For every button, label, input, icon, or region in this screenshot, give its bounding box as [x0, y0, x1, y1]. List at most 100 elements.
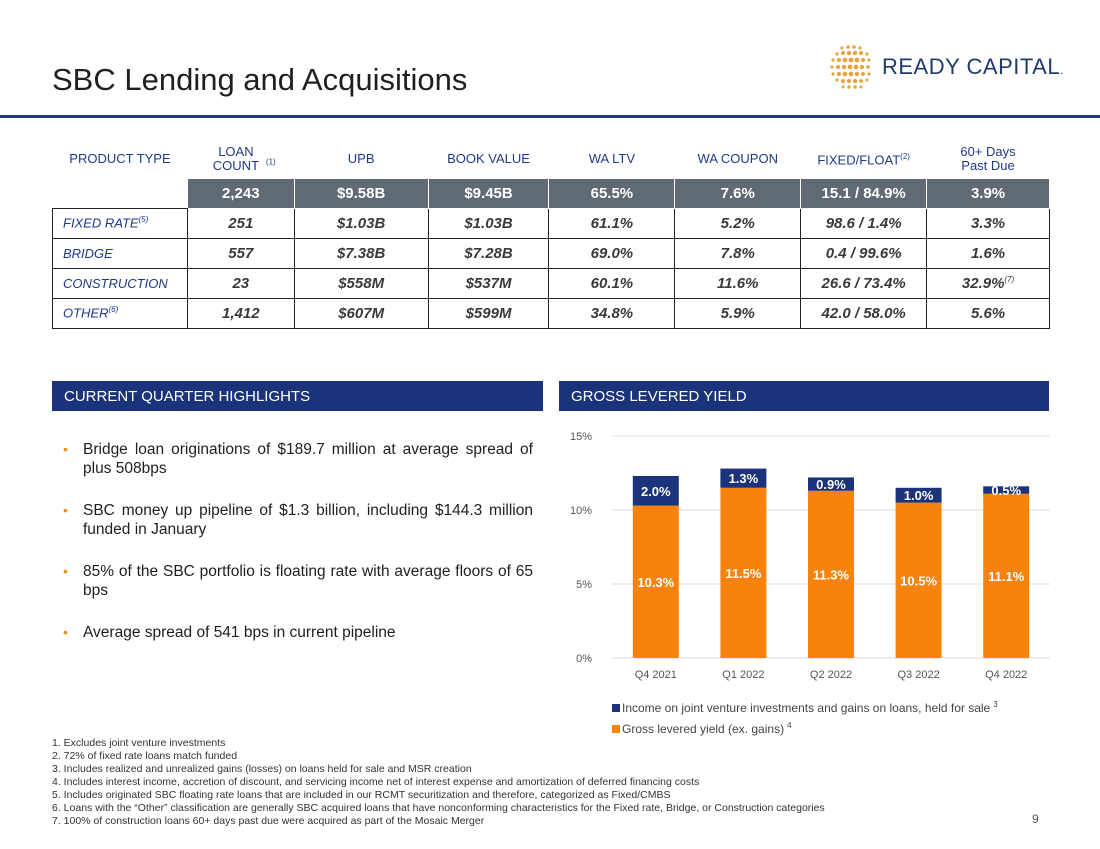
- x-tick-label: Q4 2022: [985, 669, 1027, 681]
- legend-swatch: [612, 703, 620, 712]
- table-cell: 5.6%: [926, 297, 1050, 329]
- row-label: OTHER(6): [52, 297, 188, 329]
- summary-cell: 7.6%: [674, 177, 802, 209]
- legend-swatch: [612, 724, 620, 733]
- col-loan-count: LOAN COUNT (1): [212, 143, 276, 173]
- table-cell: $7.38B: [293, 237, 429, 269]
- chart-heading: GROSS LEVERED YIELD: [559, 381, 1049, 411]
- data-label: 0.9%: [816, 477, 846, 492]
- bar-gross-yield: [632, 505, 679, 658]
- table-cell: $607M: [293, 297, 429, 329]
- table-header-row: PRODUCT TYPE LOAN COUNT (1) UPB BOOK VALU…: [53, 140, 1050, 178]
- table-cell: 34.8%: [548, 297, 676, 329]
- footnote: 6. Loans with the “Other” classification…: [52, 802, 825, 814]
- data-label: 11.3%: [813, 567, 850, 582]
- table-cell: $1.03B: [293, 207, 429, 239]
- page-title: SBC Lending and Acquisitions: [52, 62, 468, 97]
- data-label: 10.5%: [900, 573, 937, 588]
- list-item: • SBC money up pipeline of $1.3 billion, …: [63, 502, 533, 538]
- data-label: 11.1%: [988, 569, 1025, 584]
- summary-cell: $9.45B: [427, 177, 550, 209]
- footnotes: 1. Excludes joint venture investments 2.…: [52, 737, 825, 828]
- bar-jv-income: [983, 486, 1030, 494]
- data-label: 1.3%: [729, 471, 759, 486]
- table-cell: 32.9%(7): [926, 267, 1050, 299]
- bar-jv-income: [632, 475, 679, 506]
- bullet-icon: •: [63, 502, 68, 518]
- x-tick-label: Q1 2022: [722, 669, 764, 681]
- table-summary-row: 2,243 $9.58B $9.45B 65.5% 7.6% 15.1 / 84…: [52, 177, 1050, 209]
- data-label: 10.3%: [637, 575, 674, 590]
- bar-gross-yield: [895, 502, 942, 658]
- gross-levered-yield-chart: 0% 5% 10% 15% 10.3% 2.0% Q4 2021 11.5% 1.3% Q1 20…: [570, 431, 1050, 681]
- ready-capital-logo: READY CAPITAL.: [828, 44, 1064, 90]
- highlights-heading: CURRENT QUARTER HIGHLIGHTS: [52, 381, 543, 411]
- table-cell: 1.6%: [926, 237, 1050, 269]
- data-label: 1.0%: [904, 488, 934, 503]
- table-cell: 60.1%: [548, 267, 676, 299]
- list-item: • 85% of the SBC portfolio is floating ra…: [63, 563, 533, 599]
- row-label: BRIDGE: [52, 237, 188, 269]
- row-label: CONSTRUCTION: [52, 267, 188, 299]
- table-cell: 26.6 / 73.4%: [800, 267, 928, 299]
- loan-table: PRODUCT TYPE LOAN COUNT (1) UPB BOOK VALU…: [52, 140, 1050, 329]
- summary-cell: 3.9%: [926, 177, 1050, 209]
- bar-gross-yield: [808, 490, 854, 658]
- table-cell: 5.2%: [674, 207, 802, 239]
- footnote: 5. Includes originated SBC floating rate…: [52, 789, 671, 801]
- logo-mark-icon: [830, 45, 871, 89]
- table-cell: 42.0 / 58.0%: [800, 297, 928, 329]
- logo-text: READY CAPITAL.: [882, 54, 1064, 79]
- table-cell: 251: [186, 207, 295, 239]
- table-cell: 0.4 / 99.6%: [800, 237, 928, 269]
- bar-jv-income: [895, 487, 942, 503]
- table-cell: 3.3%: [926, 207, 1050, 239]
- col-wa-coupon: WA COUPON: [697, 150, 778, 166]
- data-label: 0.5%: [991, 483, 1021, 498]
- bullet-icon: •: [63, 563, 68, 579]
- table-row: CONSTRUCTION 23 $558M $537M 60.1% 11.6% …: [52, 267, 1050, 299]
- x-tick-label: Q2 2022: [810, 669, 852, 681]
- legend-item: Income on joint venture investments and …: [612, 697, 998, 718]
- table-cell: $7.28B: [427, 237, 550, 269]
- y-tick-label: 10%: [570, 505, 592, 517]
- table-cell: 1,412: [186, 297, 295, 329]
- footnote: 2. 72% of fixed rate loans match funded: [52, 750, 238, 762]
- summary-cell: 15.1 / 84.9%: [800, 177, 928, 209]
- row-label: FIXED RATE(5): [52, 207, 188, 239]
- bullet-icon: •: [63, 441, 68, 457]
- footnote: 4. Includes interest income, accretion o…: [52, 776, 700, 788]
- table-cell: $558M: [293, 267, 429, 299]
- table-cell: 557: [186, 237, 295, 269]
- table-cell: $1.03B: [427, 207, 550, 239]
- col-wa-ltv: WA LTV: [588, 150, 635, 166]
- table-cell: $599M: [427, 297, 550, 329]
- table-cell: 23: [186, 267, 295, 299]
- col-fixed-float: FIXED/FLOAT(2): [817, 152, 910, 168]
- summary-cell: 2,243: [186, 177, 295, 209]
- col-upb: UPB: [347, 150, 375, 166]
- table-row: FIXED RATE(5) 251 $1.03B $1.03B 61.1% 5.…: [52, 207, 1050, 239]
- footnote: 3. Includes realized and unrealized gain…: [52, 763, 472, 775]
- col-book-value: BOOK VALUE: [447, 150, 530, 166]
- x-tick-label: Q4 2021: [635, 669, 677, 681]
- summary-cell: 65.5%: [548, 177, 676, 209]
- page-number: 9: [1032, 812, 1039, 826]
- bar-jv-income: [808, 477, 854, 491]
- table-cell: 7.8%: [674, 237, 802, 269]
- footnote: 7. 100% of construction loans 60+ days p…: [52, 815, 485, 827]
- table-cell: 69.0%: [548, 237, 676, 269]
- bullet-icon: •: [63, 624, 68, 640]
- y-tick-label: 15%: [570, 431, 592, 443]
- list-item: • Average spread of 541 bps in current pi…: [63, 624, 396, 641]
- legend-item: Gross levered yield (ex. gains) 4: [612, 718, 998, 739]
- col-product-type: PRODUCT TYPE: [69, 151, 171, 166]
- bar-gross-yield: [720, 487, 767, 658]
- col-past-due: 60+ Days Past Due: [960, 143, 1016, 173]
- data-label: 2.0%: [641, 484, 671, 499]
- table-row: OTHER(6) 1,412 $607M $599M 34.8% 5.9% 42…: [52, 297, 1050, 329]
- chart-legend: Income on joint venture investments and …: [612, 697, 998, 739]
- x-tick-label: Q3 2022: [897, 669, 939, 681]
- table-cell: 5.9%: [674, 297, 802, 329]
- summary-cell: $9.58B: [293, 177, 429, 209]
